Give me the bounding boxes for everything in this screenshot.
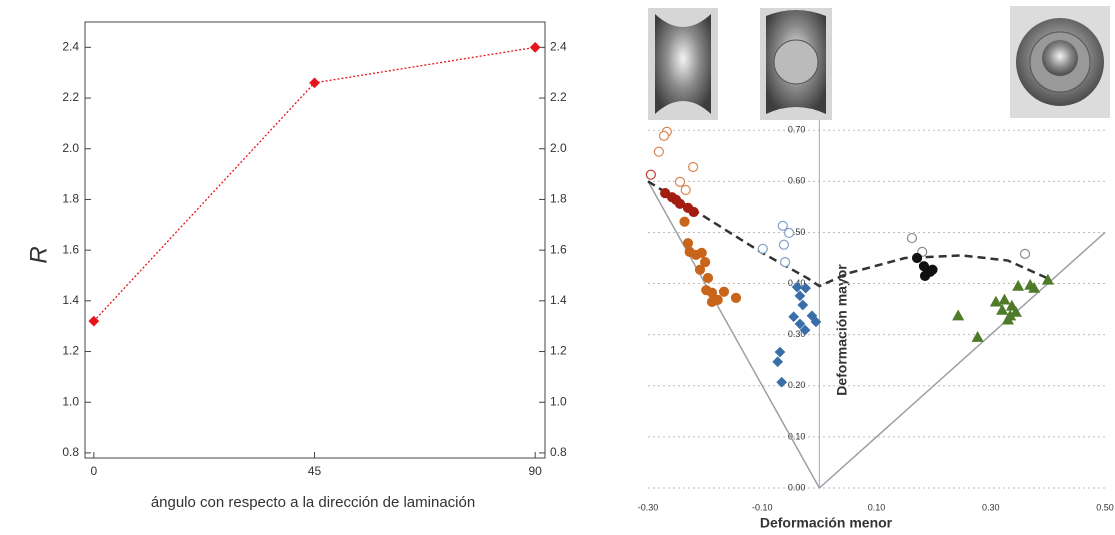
- marker: [675, 177, 684, 186]
- y-tick-label: 0.8: [62, 445, 79, 459]
- y-axis-label: R: [25, 246, 52, 263]
- photo-shape: [655, 14, 711, 114]
- marker: [758, 244, 767, 253]
- y-tick-label: 0.70: [788, 125, 806, 135]
- x-axis-label: Deformación menor: [760, 515, 893, 531]
- photo-shape: [1042, 40, 1078, 76]
- marker: [683, 239, 692, 248]
- marker: [680, 217, 689, 226]
- x-tick-label: 0.10: [868, 502, 886, 512]
- marker: [659, 131, 668, 140]
- y-tick-label: 1.4: [62, 293, 79, 307]
- photo-shape: [774, 40, 818, 84]
- marker: [785, 228, 794, 237]
- y2-tick-label: 1.0: [550, 394, 567, 408]
- x-tick-label: 0.50: [1096, 502, 1114, 512]
- marker: [707, 297, 716, 306]
- marker: [646, 170, 655, 179]
- y-tick-label: 0.20: [788, 380, 806, 390]
- marker: [719, 287, 728, 296]
- y-tick-label: 1.2: [62, 344, 79, 358]
- marker: [681, 186, 690, 195]
- marker: [654, 147, 663, 156]
- marker: [973, 332, 983, 341]
- marker: [703, 273, 712, 282]
- y-tick-label: 2.0: [62, 141, 79, 155]
- marker: [991, 297, 1001, 306]
- marker: [695, 265, 704, 274]
- y2-tick-label: 2.2: [550, 90, 567, 104]
- x-tick-label: 0.30: [982, 502, 1000, 512]
- marker: [731, 293, 740, 302]
- x-tick-label: 0: [90, 464, 97, 478]
- y-tick-label: 0.60: [788, 176, 806, 186]
- y2-tick-label: 2.0: [550, 141, 567, 155]
- y2-tick-label: 1.4: [550, 293, 567, 307]
- marker: [798, 301, 807, 310]
- marker: [795, 291, 804, 300]
- data-line: [94, 47, 535, 321]
- forming-limit-chart: Deformación menor Deformación mayor 0.00…: [638, 120, 1114, 531]
- marker: [689, 208, 698, 217]
- x-axis-label: ángulo con respecto a la dirección de la…: [151, 494, 475, 511]
- y2-tick-label: 2.4: [550, 40, 567, 54]
- y-tick-label: 0.00: [788, 482, 806, 492]
- x-tick-label: 90: [529, 464, 543, 478]
- strain-path: [648, 181, 1105, 488]
- y-tick-label: 2.2: [62, 90, 79, 104]
- marker: [921, 271, 930, 280]
- marker: [913, 254, 922, 263]
- marker: [789, 312, 798, 321]
- marker: [999, 295, 1009, 304]
- y2-tick-label: 0.8: [550, 445, 567, 459]
- x-tick-label: -0.10: [752, 502, 773, 512]
- y2-tick-label: 1.6: [550, 242, 567, 256]
- marker: [697, 248, 706, 257]
- y-tick-label: 1.6: [62, 242, 79, 256]
- marker: [773, 357, 782, 366]
- marker: [1013, 281, 1023, 290]
- r-value-chart: R ángulo con respecto a la dirección de …: [25, 22, 567, 511]
- y-tick-label: 1.0: [62, 394, 79, 408]
- marker: [775, 348, 784, 357]
- y-tick-label: 1.8: [62, 192, 79, 206]
- marker: [671, 195, 680, 204]
- marker: [953, 311, 963, 320]
- x-tick-label: -0.30: [638, 502, 659, 512]
- marker: [689, 163, 698, 172]
- marker: [779, 240, 788, 249]
- y2-tick-label: 1.8: [550, 192, 567, 206]
- figure: R ángulo con respecto a la dirección de …: [0, 0, 1115, 535]
- marker: [928, 265, 937, 274]
- marker: [781, 258, 790, 267]
- specimen-photos: [648, 6, 1110, 120]
- x-tick-label: 45: [308, 464, 322, 478]
- marker: [1021, 249, 1030, 258]
- y2-tick-label: 1.2: [550, 344, 567, 358]
- y-axis-label: Deformación mayor: [834, 264, 850, 396]
- y-tick-label: 2.4: [62, 40, 79, 54]
- marker: [531, 43, 540, 52]
- marker: [907, 234, 916, 243]
